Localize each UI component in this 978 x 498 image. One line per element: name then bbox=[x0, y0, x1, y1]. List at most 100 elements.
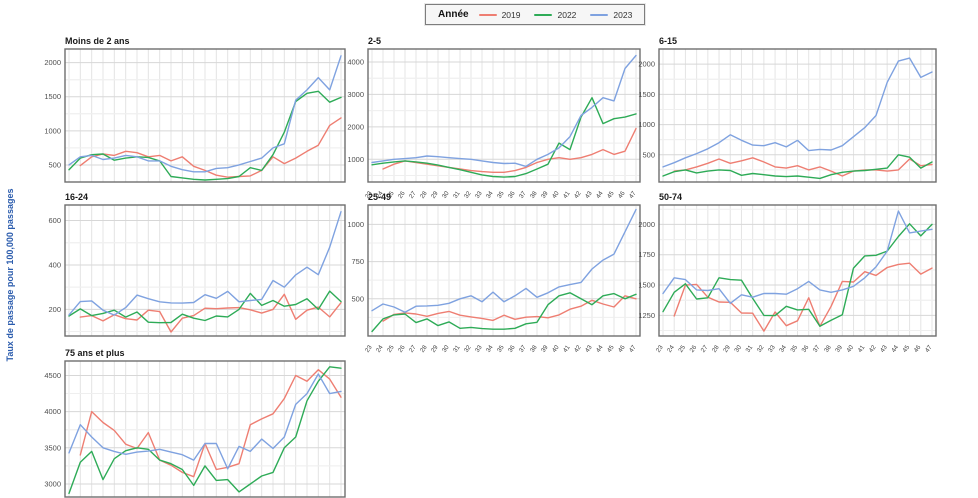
x-tick-label: 36 bbox=[507, 190, 517, 200]
y-tick-label: 1500 bbox=[638, 281, 655, 290]
x-tick-label: 41 bbox=[857, 344, 867, 354]
y-tick-label: 1000 bbox=[347, 155, 364, 164]
x-tick-label: 44 bbox=[595, 190, 605, 200]
series-line-2022 bbox=[662, 154, 933, 180]
facet-title: Moins de 2 ans bbox=[65, 36, 130, 46]
x-tick-label: 38 bbox=[529, 344, 539, 354]
y-tick-label: 1000 bbox=[347, 220, 364, 229]
x-tick-label: 28 bbox=[419, 190, 429, 200]
series-line-2019 bbox=[382, 295, 637, 322]
x-tick-label: 42 bbox=[868, 344, 878, 354]
facet-panel-2-5: 2-5 1000 2000 3000 4000 23 24 25 26 27 28 29 30 31 32 3… bbox=[343, 34, 643, 212]
y-tick-label: 1500 bbox=[638, 90, 655, 99]
x-tick-label: 23 bbox=[655, 344, 665, 354]
x-tick-label: 37 bbox=[812, 344, 822, 354]
y-tick-label: 2000 bbox=[638, 60, 655, 69]
x-tick-label: 27 bbox=[408, 190, 418, 200]
x-tick-label: 25 bbox=[386, 190, 396, 200]
x-tick-label: 34 bbox=[485, 344, 495, 354]
legend-entry-2022: 2022 bbox=[534, 10, 576, 20]
facet-panel-moins-de-2-ans: Moins de 2 ans 500 1000 1500 2000 bbox=[40, 34, 348, 189]
x-tick-label: 33 bbox=[474, 190, 484, 200]
x-tick-label: 36 bbox=[507, 344, 517, 354]
x-tick-label: 35 bbox=[496, 190, 506, 200]
legend-entry-label: 2023 bbox=[613, 9, 633, 20]
x-tick-label: 26 bbox=[397, 190, 407, 200]
x-tick-label: 29 bbox=[722, 344, 732, 354]
x-tick-label: 31 bbox=[452, 190, 462, 200]
facet-chart: 500 1000 1500 2000 bbox=[44, 48, 346, 183]
x-tick-label: 43 bbox=[584, 190, 594, 200]
series-line-2023 bbox=[68, 211, 342, 316]
x-tick-label: 33 bbox=[474, 344, 484, 354]
y-tick-label: 3000 bbox=[347, 90, 364, 99]
x-tick-label: 25 bbox=[677, 344, 687, 354]
x-tick-label: 46 bbox=[913, 344, 923, 354]
x-tick-label: 30 bbox=[441, 344, 451, 354]
facet-title: 50-74 bbox=[659, 192, 683, 202]
x-tick-label: 47 bbox=[628, 190, 638, 200]
y-tick-label: 2000 bbox=[638, 220, 655, 229]
series-line-2019 bbox=[79, 117, 342, 178]
facet-chart: 1000 2000 3000 4000 23 24 25 26 27 28 29 30 31 32 33 34… bbox=[347, 48, 641, 200]
legend-line-icon bbox=[478, 13, 497, 16]
x-tick-label: 43 bbox=[584, 344, 594, 354]
facet-chart: 500 750 1000 23 24 25 26 27 28 29 30 31 32 33 34 35 36 37… bbox=[347, 204, 641, 354]
facet-panel-6-15: 6-15 500 1000 1500 2000 bbox=[633, 34, 939, 189]
facet-panel-75-ans-et-plus: 75 ans et plus 3000 3500 4000 4500 bbox=[40, 346, 348, 498]
y-axis-label: Taux de passage pour 100,000 passages bbox=[5, 188, 15, 362]
x-tick-label: 45 bbox=[606, 344, 616, 354]
series-line-2019 bbox=[79, 293, 342, 333]
y-tick-label: 2000 bbox=[44, 58, 61, 67]
x-tick-label: 41 bbox=[562, 190, 572, 200]
x-tick-label: 32 bbox=[463, 190, 473, 200]
y-tick-label: 500 bbox=[351, 294, 364, 303]
legend: Année 2019 2022 2023 bbox=[425, 4, 646, 25]
facet-chart: 1250 1500 1750 2000 23 24 25 26 27 28 29 30 31 32 33 34… bbox=[638, 204, 937, 354]
facet-title: 25-49 bbox=[368, 192, 392, 202]
legend-title: Année bbox=[438, 9, 469, 20]
legend-entry-2023: 2023 bbox=[590, 10, 632, 20]
x-tick-label: 28 bbox=[419, 344, 429, 354]
x-tick-label: 24 bbox=[666, 344, 676, 354]
y-tick-label: 4500 bbox=[44, 371, 61, 380]
x-tick-label: 34 bbox=[485, 190, 495, 200]
x-tick-label: 37 bbox=[518, 344, 528, 354]
y-tick-label: 400 bbox=[48, 260, 61, 269]
x-tick-label: 40 bbox=[845, 344, 855, 354]
y-tick-label: 3500 bbox=[44, 443, 61, 452]
x-tick-label: 40 bbox=[551, 344, 561, 354]
series-line-2023 bbox=[68, 373, 342, 470]
x-tick-label: 46 bbox=[617, 344, 627, 354]
x-tick-label: 42 bbox=[573, 344, 583, 354]
facet-title: 2-5 bbox=[368, 36, 382, 46]
x-tick-label: 40 bbox=[551, 190, 561, 200]
facet-chart: 500 1000 1500 2000 bbox=[638, 48, 937, 183]
x-tick-label: 47 bbox=[628, 344, 638, 354]
x-tick-label: 45 bbox=[606, 190, 616, 200]
y-tick-label: 200 bbox=[48, 305, 61, 314]
x-tick-label: 35 bbox=[496, 344, 506, 354]
legend-entries: 2019 2022 2023 bbox=[478, 10, 632, 20]
facet-panel-25-49: 25-49 500 750 1000 23 24 25 26 27 28 29 30 31 32 33 34 3… bbox=[343, 190, 643, 366]
x-tick-label: 39 bbox=[540, 190, 550, 200]
y-tick-label: 750 bbox=[351, 257, 364, 266]
x-tick-label: 23 bbox=[364, 344, 374, 354]
y-tick-label: 500 bbox=[642, 150, 655, 159]
facet-title: 6-15 bbox=[659, 36, 678, 46]
y-tick-label: 1000 bbox=[638, 120, 655, 129]
legend-line-icon bbox=[534, 13, 553, 16]
series-line-2022 bbox=[371, 292, 637, 333]
series-line-2022 bbox=[68, 366, 342, 495]
x-tick-label: 38 bbox=[529, 190, 539, 200]
x-tick-label: 29 bbox=[430, 190, 440, 200]
x-tick-label: 24 bbox=[375, 344, 385, 354]
x-tick-label: 31 bbox=[745, 344, 755, 354]
facet-title: 16-24 bbox=[65, 192, 89, 202]
y-tick-label: 600 bbox=[48, 216, 61, 225]
legend-entry-2019: 2019 bbox=[478, 10, 520, 20]
x-tick-label: 44 bbox=[595, 344, 605, 354]
x-tick-label: 32 bbox=[463, 344, 473, 354]
facet-chart: 3000 3500 4000 4500 bbox=[44, 360, 346, 498]
